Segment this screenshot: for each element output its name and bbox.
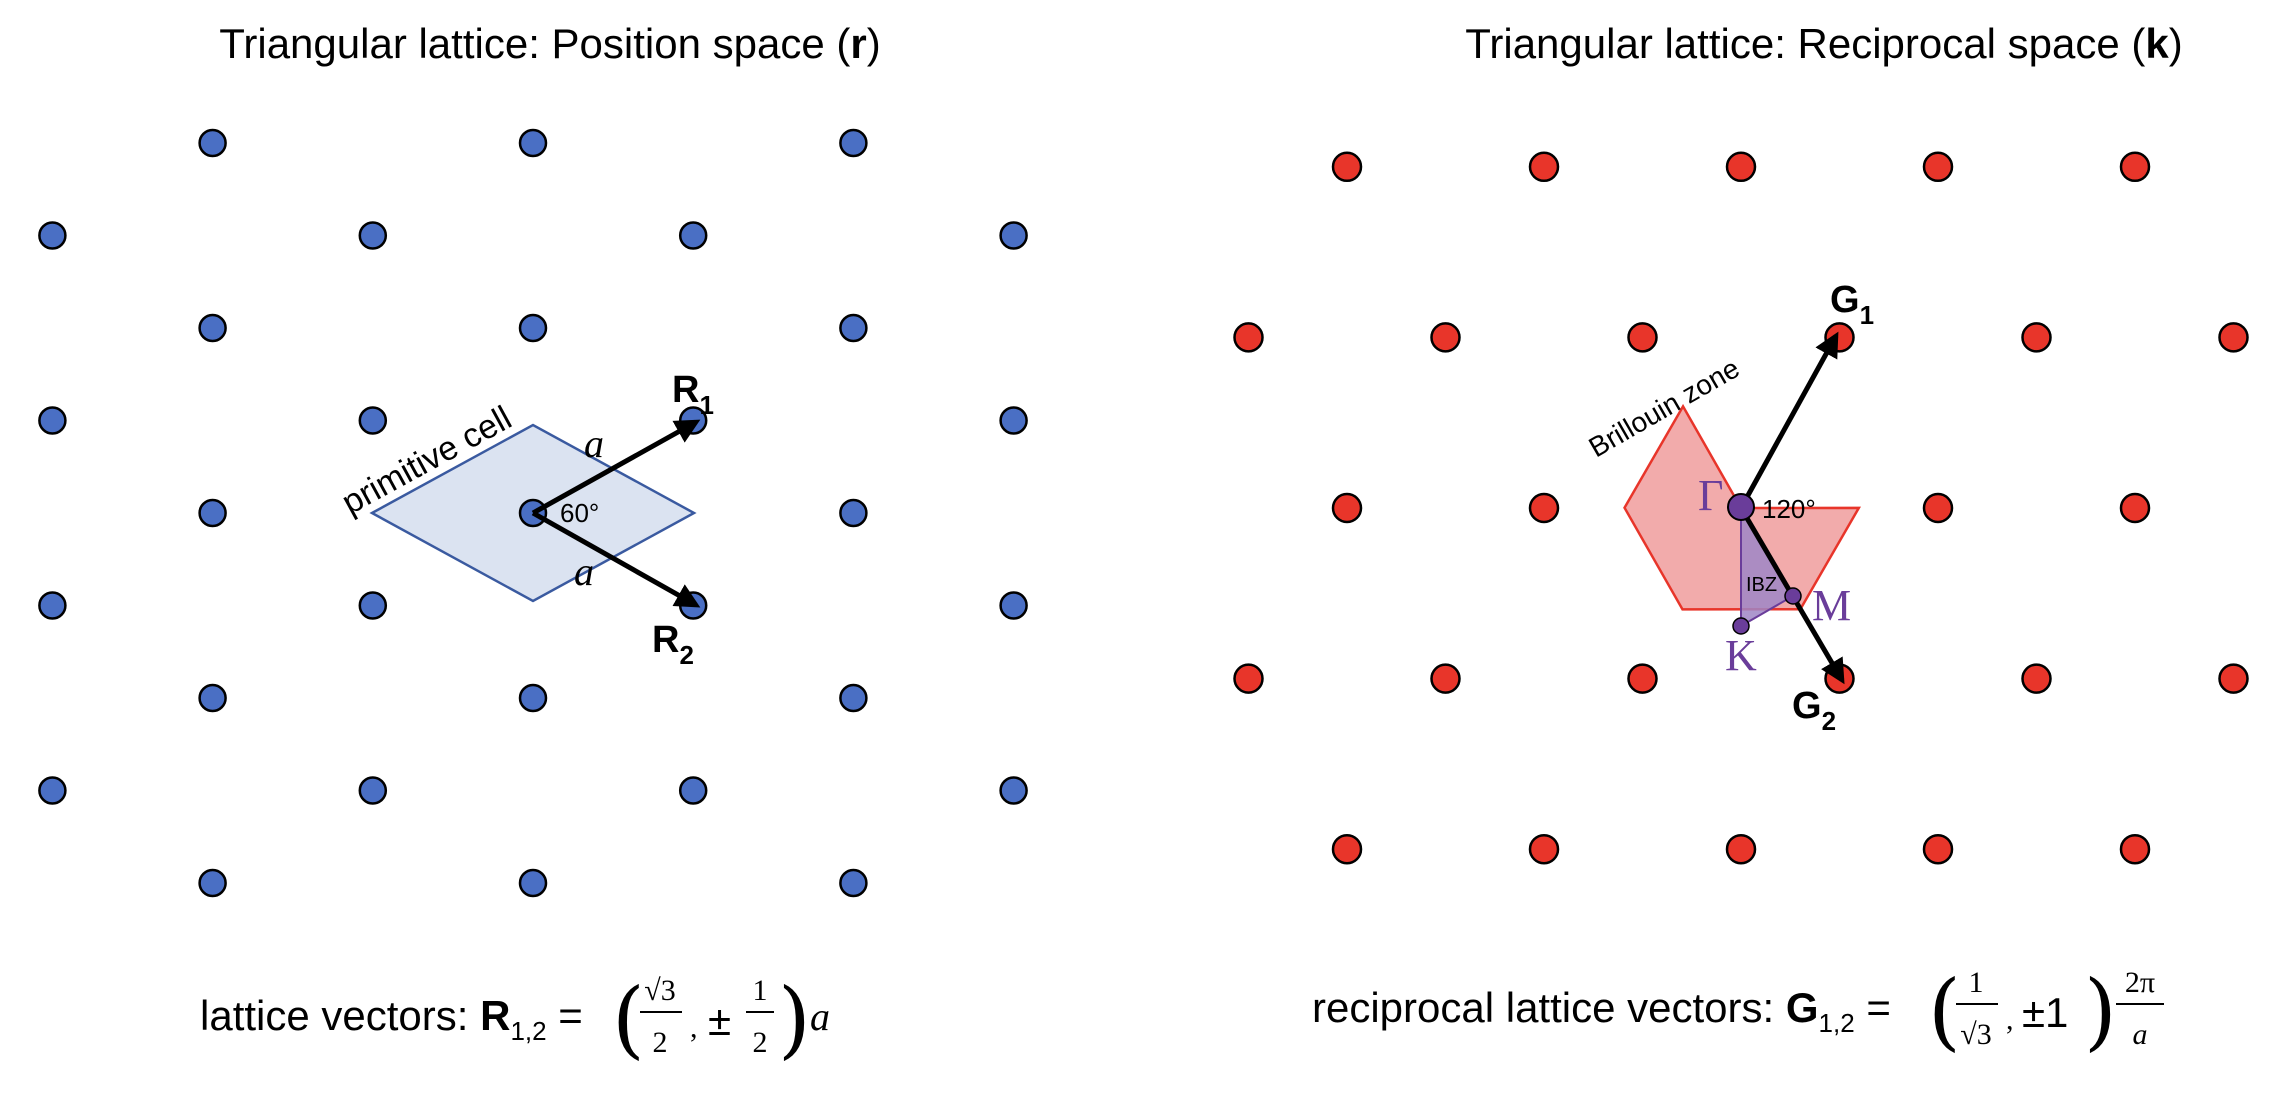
right-formula-fraction: ( 1 √3 , ±1 ) 2π a <box>1928 962 2164 1060</box>
svg-text:a: a <box>2133 1018 2148 1051</box>
real-lattice-point <box>198 498 227 528</box>
svg-text:2: 2 <box>753 1026 768 1059</box>
vector-g1-label: G1 <box>1830 279 1874 330</box>
svg-text:1: 1 <box>753 974 768 1007</box>
real-lattice-point <box>839 498 868 528</box>
k-point-marker <box>1732 617 1750 635</box>
reciprocal-lattice-point <box>1331 151 1363 183</box>
left-formula-fraction: ( √3 2 , ± 1 2 ) a <box>612 970 830 1068</box>
reciprocal-lattice-point <box>2119 151 2151 183</box>
svg-text:2π: 2π <box>2125 966 2155 999</box>
svg-text:,: , <box>2006 1003 2014 1036</box>
vector-r2-arrow <box>531 510 701 608</box>
reciprocal-lattice-point <box>1331 833 1363 865</box>
k-label: K <box>1725 631 1757 680</box>
angle-label-60: 60° <box>560 498 599 528</box>
svg-text:): ) <box>2084 962 2117 1060</box>
svg-text:±1: ±1 <box>2022 989 2068 1036</box>
svg-text:±: ± <box>708 997 731 1044</box>
real-lattice-point <box>678 221 708 250</box>
svg-text:a: a <box>810 994 830 1039</box>
real-lattice-point <box>198 683 227 713</box>
reciprocal-lattice-point <box>1528 151 1560 183</box>
real-lattice-point <box>518 128 548 158</box>
real-lattice-point <box>358 591 388 620</box>
vector-r1-arrow <box>531 419 701 516</box>
real-lattice-point <box>358 776 388 805</box>
reciprocal-lattice-point <box>2021 663 2052 694</box>
left-formula-text: lattice vectors: R1,2 = <box>200 992 583 1046</box>
svg-text:√3: √3 <box>644 974 675 1007</box>
real-lattice-point <box>518 313 548 343</box>
svg-text:2: 2 <box>653 1026 668 1059</box>
reciprocal-lattice-point <box>1725 151 1757 183</box>
angle-label-120: 120° <box>1762 494 1816 524</box>
length-label-2: a <box>574 549 594 594</box>
svg-text:(: ( <box>1928 962 1961 1060</box>
vector-r1-label: R1 <box>672 369 714 420</box>
left-title: Triangular lattice: Position space (r) <box>219 20 880 67</box>
ibz-label: IBZ <box>1746 574 1777 596</box>
real-lattice-point <box>358 406 388 435</box>
svg-text:,: , <box>690 1011 698 1044</box>
real-lattice-point <box>999 406 1028 435</box>
reciprocal-lattice-point <box>2119 833 2151 865</box>
real-lattice-point <box>38 406 67 435</box>
reciprocal-lattice-point <box>1725 833 1757 865</box>
svg-text:): ) <box>778 970 811 1068</box>
real-lattice-point <box>999 591 1028 620</box>
reciprocal-lattice-point <box>1233 663 1264 694</box>
m-point-marker <box>1784 587 1802 605</box>
reciprocal-lattice-point <box>2218 322 2249 353</box>
svg-text:√3: √3 <box>1960 1018 1991 1051</box>
real-lattice-point <box>198 128 227 158</box>
reciprocal-lattice-point <box>2119 492 2151 524</box>
reciprocal-lattice-point <box>1627 322 1658 353</box>
vector-g2-label: G2 <box>1792 685 1836 736</box>
reciprocal-lattice-point <box>1430 663 1461 694</box>
reciprocal-lattice-point <box>1331 492 1363 524</box>
right-title: Triangular lattice: Reciprocal space (k) <box>1465 20 2182 67</box>
real-lattice-point <box>999 776 1028 805</box>
real-lattice-point <box>518 683 548 713</box>
right-formula-text: reciprocal lattice vectors: G1,2 = <box>1312 984 1891 1038</box>
reciprocal-lattice-point <box>1233 322 1264 353</box>
real-lattice-point <box>38 221 67 250</box>
svg-text:1: 1 <box>1969 966 1984 999</box>
real-lattice-point <box>198 313 227 343</box>
reciprocal-lattice-point <box>1627 663 1658 694</box>
gamma-point-marker <box>1727 493 1755 521</box>
real-lattice-point <box>999 221 1028 250</box>
real-lattice-point <box>358 221 388 250</box>
real-lattice-point <box>678 776 708 805</box>
reciprocal-lattice-point <box>1528 833 1560 865</box>
reciprocal-lattice-point <box>2021 322 2052 353</box>
real-lattice-point <box>839 313 868 343</box>
real-lattice-point <box>198 868 227 898</box>
reciprocal-lattice-point <box>1922 151 1954 183</box>
real-lattice-point <box>839 683 868 713</box>
brillouin-zone <box>1623 403 1862 611</box>
reciprocal-lattice-point <box>1430 322 1461 353</box>
reciprocal-lattice-point <box>2218 663 2249 694</box>
real-lattice-point <box>38 776 67 805</box>
reciprocal-lattice-point <box>1922 492 1954 524</box>
real-lattice-point <box>839 868 868 898</box>
vector-g1-arrow <box>1738 331 1839 510</box>
length-label-1: a <box>584 421 604 466</box>
gamma-label: Γ <box>1698 471 1723 520</box>
svg-text:(: ( <box>612 970 645 1068</box>
real-lattice-point <box>38 591 67 620</box>
reciprocal-lattice-point <box>1922 833 1954 865</box>
reciprocal-lattice-point <box>1528 492 1560 524</box>
real-lattice-point <box>839 128 868 158</box>
reciprocal-lattice-points <box>1233 151 2249 865</box>
m-label: M <box>1812 581 1851 630</box>
real-lattice-point <box>518 868 548 898</box>
vector-r2-label: R2 <box>652 619 694 670</box>
